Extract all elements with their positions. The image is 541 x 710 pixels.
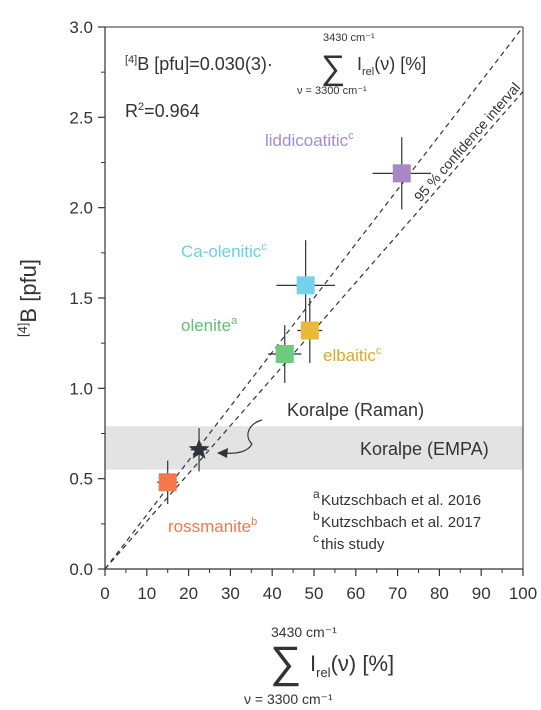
- reference-c: this study: [321, 536, 385, 553]
- x-axis-term: I: [310, 651, 316, 676]
- label-liddicoatitic-name: liddicoatitic: [265, 131, 349, 150]
- label-olenite: olenitea: [181, 315, 238, 335]
- x-tick-label: 0: [100, 584, 109, 603]
- formula-sum: ∑: [321, 49, 345, 87]
- formula-lhs: [4]B [pfu]=0.030(3)·: [125, 54, 273, 74]
- label-ca-olenitic-ref: c: [261, 241, 267, 253]
- band-rect: [105, 426, 523, 470]
- y-axis-label-main: B [pfu]: [16, 259, 41, 323]
- star-label: Koralpe (Raman): [287, 400, 424, 420]
- label-liddicoatitic: liddicoatiticc: [265, 130, 354, 150]
- label-elbaitic: elbaiticc: [323, 345, 382, 365]
- point-ca-olenitic: [296, 276, 315, 295]
- point-olenite: [275, 345, 294, 364]
- y-tick-label: 1.0: [69, 379, 93, 398]
- axes: 0 10 20 30 40 50 60 70 80 90 100 0.0 0.5 1.0 1.5 2.0 2.5…: [69, 18, 537, 603]
- x-axis-sum: ∑: [270, 638, 301, 687]
- annotations: Koralpe (EMPA) 95 % confidence interval Ko…: [15, 32, 523, 707]
- r-squared: R2=0.964: [125, 101, 200, 121]
- x-tick-label: 10: [137, 584, 156, 603]
- y-tick-label: 0.0: [69, 560, 93, 579]
- band-label: Koralpe (EMPA): [360, 439, 489, 459]
- formula-lower-limit: ν = 3300 cm⁻¹: [297, 85, 367, 97]
- data-markers: [158, 164, 411, 492]
- label-olenite-ref: a: [231, 315, 238, 327]
- reference-key-b: b: [313, 509, 320, 523]
- label-elbaitic-ref: c: [376, 345, 382, 357]
- reference-key-c: c: [313, 531, 319, 545]
- y-tick-label: 2.5: [69, 108, 93, 127]
- confidence-label: 95 % confidence interval: [411, 79, 524, 204]
- x-tick-label: 70: [388, 584, 407, 603]
- formula-term-sub: rel: [362, 66, 374, 78]
- callout-arrowhead: [217, 448, 228, 458]
- x-tick-label: 90: [472, 584, 491, 603]
- formula-rest: (ν) [%]: [374, 54, 426, 74]
- r-squared-prefix: R: [125, 101, 138, 121]
- x-tick-label: 80: [430, 584, 449, 603]
- formula-rhs: Irel(ν) [%]: [357, 54, 426, 78]
- formula-term: I: [357, 54, 362, 74]
- r-squared-sup: 2: [138, 101, 144, 113]
- x-axis-label: Irel(ν) [%]: [310, 651, 394, 680]
- point-liddicoatitic: [392, 164, 411, 183]
- koralpe-empa-band: [105, 426, 523, 470]
- y-tick-label: 1.5: [69, 289, 93, 308]
- callout-arrow: [225, 419, 263, 454]
- label-ca-olenitic: Ca-oleniticc: [181, 241, 267, 261]
- formula-lhs-sup: [4]: [125, 54, 137, 66]
- formula-lhs-main: B [pfu]=0.030(3)·: [137, 54, 273, 74]
- reference-a: Kutzschbach et al. 2016: [321, 492, 481, 509]
- x-axis-term-sub: rel: [316, 665, 331, 680]
- label-olenite-name: olenite: [181, 316, 231, 335]
- y-axis-label: [4]B [pfu]: [15, 259, 41, 337]
- point-elbaitic: [300, 321, 319, 340]
- x-tick-label: 50: [305, 584, 324, 603]
- x-tick-label: 40: [263, 584, 282, 603]
- fit-line: [104, 26, 524, 570]
- reference-key-a: a: [313, 487, 320, 501]
- label-rossmanite: rossmaniteb: [168, 516, 257, 536]
- label-elbaitic-name: elbaitic: [323, 346, 376, 365]
- x-tick-label: 100: [509, 584, 537, 603]
- y-tick-label: 0.5: [69, 470, 93, 489]
- y-axis-label-sup: [4]: [15, 323, 30, 337]
- label-rossmanite-ref: b: [251, 516, 257, 528]
- y-tick-label: 3.0: [69, 18, 93, 37]
- x-axis-upper-limit: 3430 cm⁻¹: [271, 624, 337, 640]
- reference-b: Kutzschbach et al. 2017: [321, 514, 481, 531]
- label-liddicoatitic-ref: c: [348, 130, 354, 142]
- x-axis-lower-limit: ν = 3300 cm⁻¹: [244, 691, 333, 707]
- y-tick-label: 2.0: [69, 199, 93, 218]
- x-axis-rest: (ν) [%]: [331, 651, 395, 676]
- star-marker: [188, 438, 210, 459]
- x-tick-label: 20: [179, 584, 198, 603]
- point-rossmanite: [158, 473, 177, 492]
- x-tick-label: 30: [221, 584, 240, 603]
- x-tick-label: 60: [346, 584, 365, 603]
- r-squared-suffix: =0.964: [144, 101, 200, 121]
- label-ca-olenitic-name: Ca-olenitic: [181, 242, 262, 261]
- formula-upper-limit: 3430 cm⁻¹: [323, 32, 375, 44]
- label-rossmanite-name: rossmanite: [168, 517, 251, 536]
